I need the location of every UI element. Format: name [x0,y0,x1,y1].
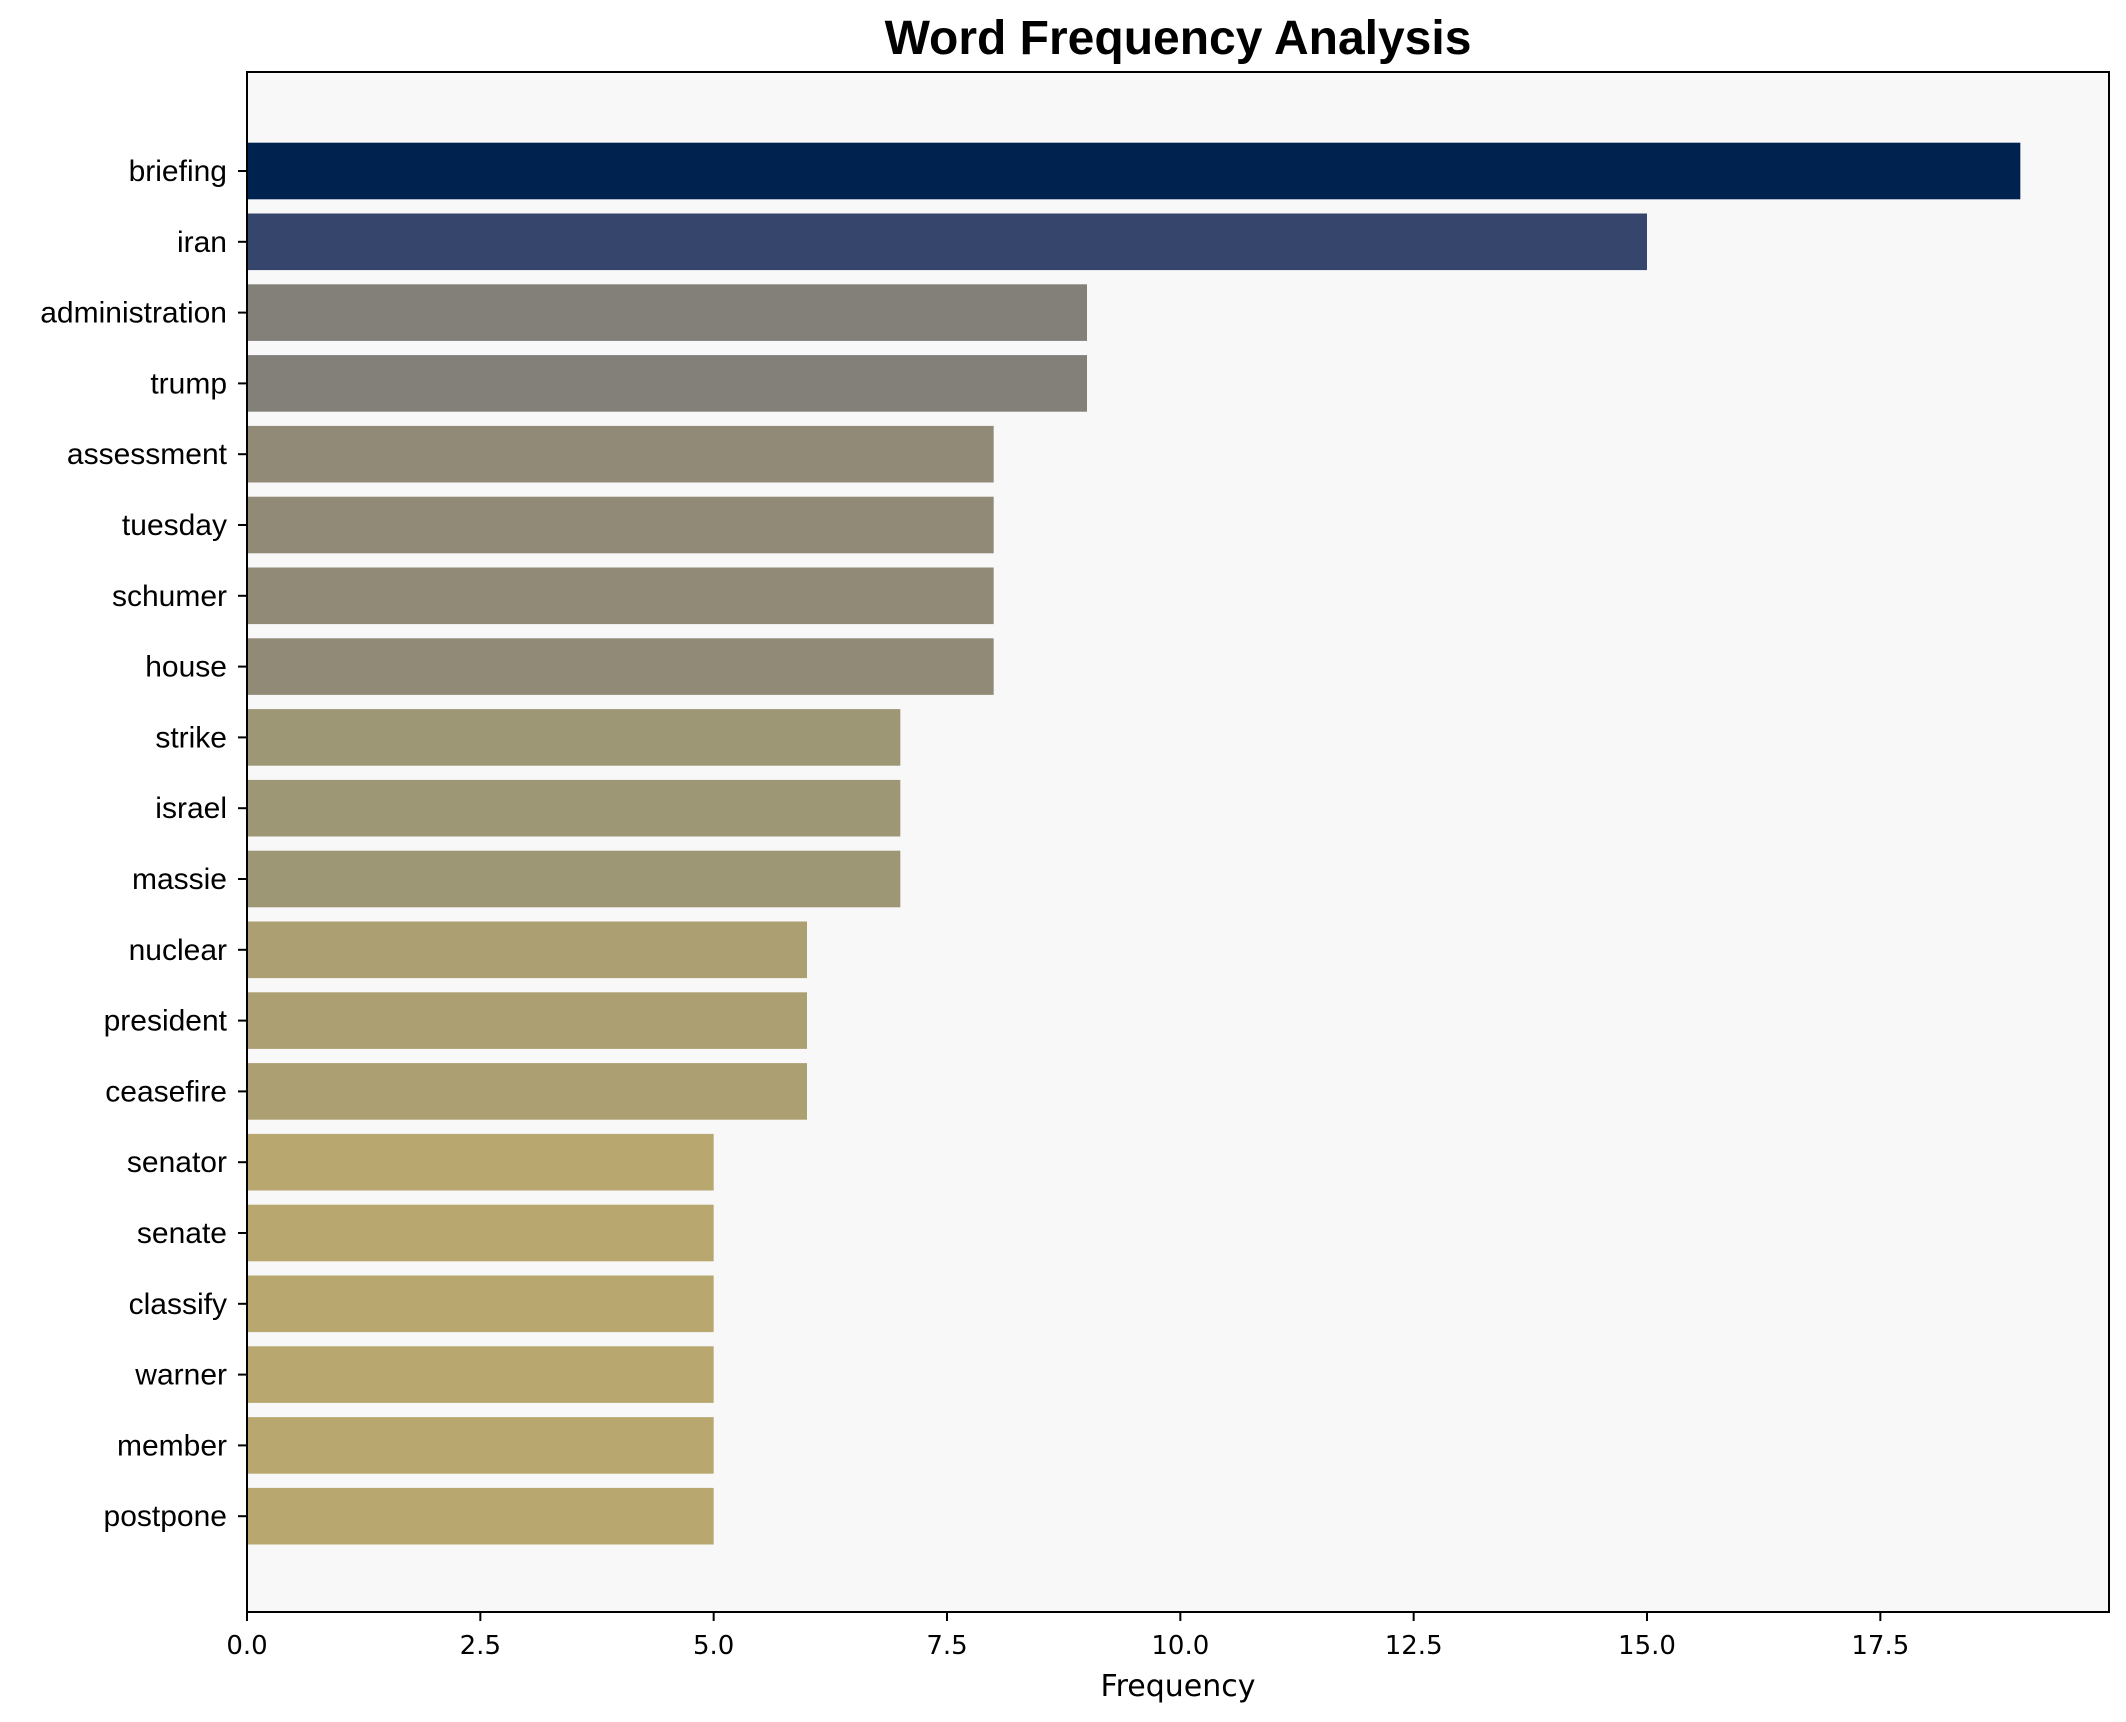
y-tick-label-nuclear: nuclear [129,934,227,967]
bar-massie [247,850,901,908]
bar-israel [247,779,901,837]
bars-group [247,142,2021,1545]
bar-briefing [247,142,2021,200]
bar-classify [247,1275,714,1333]
x-axis-label: Frequency [1101,1669,1256,1704]
bar-tuesday [247,496,994,554]
bar-iran [247,213,1647,271]
y-tick-label-strike: strike [155,721,227,754]
x-axis: 0.0 2.5 5.0 7.5 10.0 12.5 15.0 17.5 [226,1612,1909,1661]
y-tick-label-schumer: schumer [112,580,227,613]
plot-frame [246,71,2110,1613]
y-tick-label-israel: israel [155,792,227,825]
bar-member [247,1417,714,1474]
y-tick-label-senator: senator [127,1146,227,1179]
x-tick-label: 5.0 [693,1631,734,1661]
y-tick-label-briefing: briefing [129,155,227,188]
x-tick-label: 0.0 [226,1631,267,1661]
y-tick-label-massie: massie [132,863,227,896]
x-tick-label: 10.0 [1151,1631,1209,1661]
bar-schumer [247,567,994,625]
bar-warner [247,1346,714,1403]
y-tick-label-member: member [117,1429,227,1462]
x-tick-label: 7.5 [926,1631,967,1661]
x-tick-label: 12.5 [1385,1631,1443,1661]
x-tick-label: 15.0 [1618,1631,1676,1661]
bar-administration [247,284,1087,341]
y-tick-label-president: president [104,1005,228,1038]
bar-senator [247,1133,714,1191]
y-axis: briefing iran administration trump assessmen… [40,155,247,1533]
bar-nuclear [247,921,807,979]
y-tick-label-house: house [145,651,227,684]
y-tick-label-warner: warner [134,1359,227,1392]
x-tick-label: 2.5 [460,1631,501,1661]
y-tick-label-senate: senate [137,1217,227,1250]
chart-title: Word Frequency Analysis [885,12,1472,65]
bar-ceasefire [247,1063,807,1120]
y-tick-label-postpone: postpone [104,1500,227,1533]
y-tick-label-administration: administration [40,297,227,330]
y-tick-label-tuesday: tuesday [122,509,227,542]
bar-assessment [247,425,994,483]
bar-president [247,992,807,1049]
bar-trump [247,355,1087,412]
y-tick-label-classify: classify [129,1288,227,1321]
bar-strike [247,709,901,766]
y-tick-label-iran: iran [177,226,227,259]
bar-postpone [247,1487,714,1545]
bar-senate [247,1204,714,1262]
bar-house [247,638,994,695]
y-tick-label-trump: trump [150,367,227,400]
y-tick-label-assessment: assessment [67,438,228,471]
x-tick-label: 17.5 [1851,1631,1909,1661]
y-tick-label-ceasefire: ceasefire [105,1075,227,1108]
